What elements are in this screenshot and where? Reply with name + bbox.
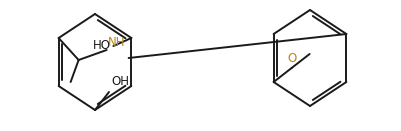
Text: NH: NH: [107, 36, 125, 49]
Text: O: O: [287, 52, 296, 65]
Text: OH: OH: [111, 75, 129, 88]
Text: HO: HO: [93, 40, 111, 53]
